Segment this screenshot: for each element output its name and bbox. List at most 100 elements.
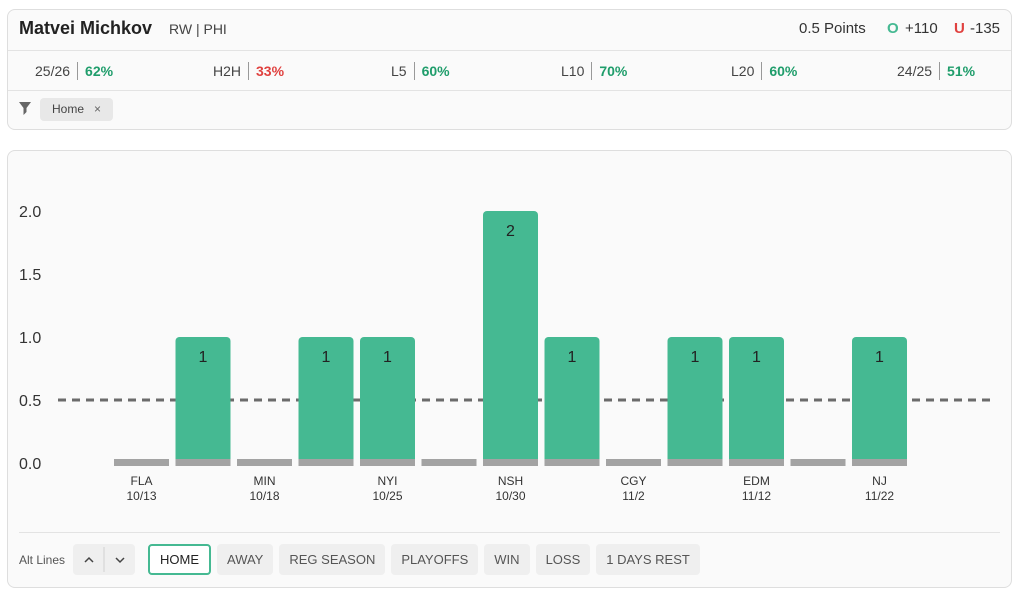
bar-base <box>544 459 600 466</box>
alt-lines-label: Alt Lines <box>19 553 66 567</box>
x-tick-date: 11/12 <box>742 489 771 503</box>
bar-base <box>237 459 292 466</box>
bar-base <box>298 459 354 466</box>
stat-value: 62% <box>85 63 114 79</box>
data-label: 1 <box>322 349 331 366</box>
bar-base <box>729 459 784 466</box>
y-tick-label: 1.0 <box>19 330 41 347</box>
over-label[interactable]: O <box>887 20 899 37</box>
x-tick-label: FLA <box>130 474 152 488</box>
x-tick-label: EDM <box>743 474 770 488</box>
bar[interactable] <box>483 211 538 463</box>
bar[interactable] <box>175 337 231 463</box>
player-position: RW | PHI <box>169 21 227 37</box>
x-tick-label: NYI <box>377 474 397 488</box>
bar[interactable] <box>544 337 600 463</box>
under-odds[interactable]: -135 <box>970 20 1001 37</box>
under-label[interactable]: U <box>954 20 965 37</box>
filter-chip[interactable]: Home × <box>40 98 114 121</box>
filter-button[interactable]: AWAY <box>217 544 274 575</box>
filter-button[interactable]: HOME <box>148 544 211 575</box>
bar[interactable] <box>667 337 723 463</box>
data-label: 1 <box>199 349 208 366</box>
filter-label: Home <box>52 102 85 116</box>
y-tick-label: 0.5 <box>19 393 41 410</box>
x-tick-date: 11/2 <box>622 489 645 503</box>
stat-label: 24/25 <box>897 63 933 79</box>
stat: L10 70% <box>561 62 627 80</box>
y-tick-label: 0.0 <box>19 456 41 473</box>
stat-separator <box>413 62 415 80</box>
bar[interactable] <box>360 337 415 463</box>
stat: L5 60% <box>391 62 450 80</box>
x-tick-date: 11/22 <box>865 489 894 503</box>
data-label: 1 <box>752 349 761 366</box>
bar-base <box>175 459 231 466</box>
data-label: 2 <box>506 223 515 240</box>
bar[interactable] <box>852 337 907 463</box>
bar[interactable] <box>729 337 784 463</box>
stat-separator <box>77 62 79 80</box>
prop-line: 0.5 Points <box>799 20 866 37</box>
bar-base <box>483 459 538 466</box>
bar-base <box>360 459 415 466</box>
stat-separator <box>248 62 250 80</box>
data-label: 1 <box>568 349 577 366</box>
x-tick-date: 10/30 <box>495 489 525 503</box>
stat-label: 25/26 <box>35 63 71 79</box>
stat-label: H2H <box>213 63 242 79</box>
stat: 24/25 51% <box>897 62 975 80</box>
player-name: Matvei Michkov <box>19 18 153 38</box>
x-tick-label: MIN <box>254 474 276 488</box>
remove-icon[interactable]: × <box>94 102 102 116</box>
y-tick-label: 1.5 <box>19 267 41 284</box>
stat-label: L10 <box>561 63 585 79</box>
stat: 25/26 62% <box>35 62 113 80</box>
stat-value: 51% <box>947 63 976 79</box>
bar-base <box>421 459 477 466</box>
stat-value: 70% <box>599 63 628 79</box>
bar[interactable] <box>298 337 354 463</box>
stepper-icons <box>84 547 125 572</box>
data-label: 1 <box>875 349 884 366</box>
bar-base <box>667 459 723 466</box>
y-tick-label: 2.0 <box>19 204 41 221</box>
filter-icon[interactable] <box>19 102 32 116</box>
up-button[interactable] <box>84 556 94 563</box>
data-label: 1 <box>383 349 392 366</box>
bar-base <box>852 459 907 466</box>
stat-separator <box>761 62 763 80</box>
x-tick-label: NJ <box>872 474 887 488</box>
x-tick-label: CGY <box>620 474 646 488</box>
stat-value: 60% <box>769 63 798 79</box>
stat-label: L20 <box>731 63 755 79</box>
alt-lines-stepper <box>73 544 135 575</box>
x-tick-date: 10/13 <box>126 489 156 503</box>
stat: H2H 33% <box>213 62 284 80</box>
divider <box>19 532 1000 533</box>
x-tick-date: 10/18 <box>249 489 279 503</box>
x-tick-label: NSH <box>498 474 523 488</box>
bar-base <box>606 459 661 466</box>
player-card <box>7 9 1012 130</box>
filter-button[interactable]: REG SEASON <box>279 544 386 575</box>
down-button[interactable] <box>115 557 125 564</box>
data-label: 1 <box>691 349 700 366</box>
filter-button[interactable]: 1 DAYS REST <box>596 544 700 575</box>
x-tick-date: 10/25 <box>372 489 402 503</box>
filter-buttons: HOME AWAY REG SEASON PLAYOFFS WIN LOSS 1 DAYS … <box>148 544 706 575</box>
filter-button[interactable]: PLAYOFFS <box>391 544 479 575</box>
divider <box>8 50 1011 51</box>
stat-value: 60% <box>421 63 450 79</box>
bar-base <box>114 459 169 466</box>
stat-value: 33% <box>256 63 285 79</box>
filter-button[interactable]: WIN <box>484 544 530 575</box>
stat-separator <box>939 62 941 80</box>
filter-button[interactable]: LOSS <box>535 544 591 575</box>
stat-separator <box>591 62 593 80</box>
stat-label: L5 <box>391 63 407 79</box>
stat: L20 60% <box>731 62 797 80</box>
over-odds[interactable]: +110 <box>905 20 938 37</box>
